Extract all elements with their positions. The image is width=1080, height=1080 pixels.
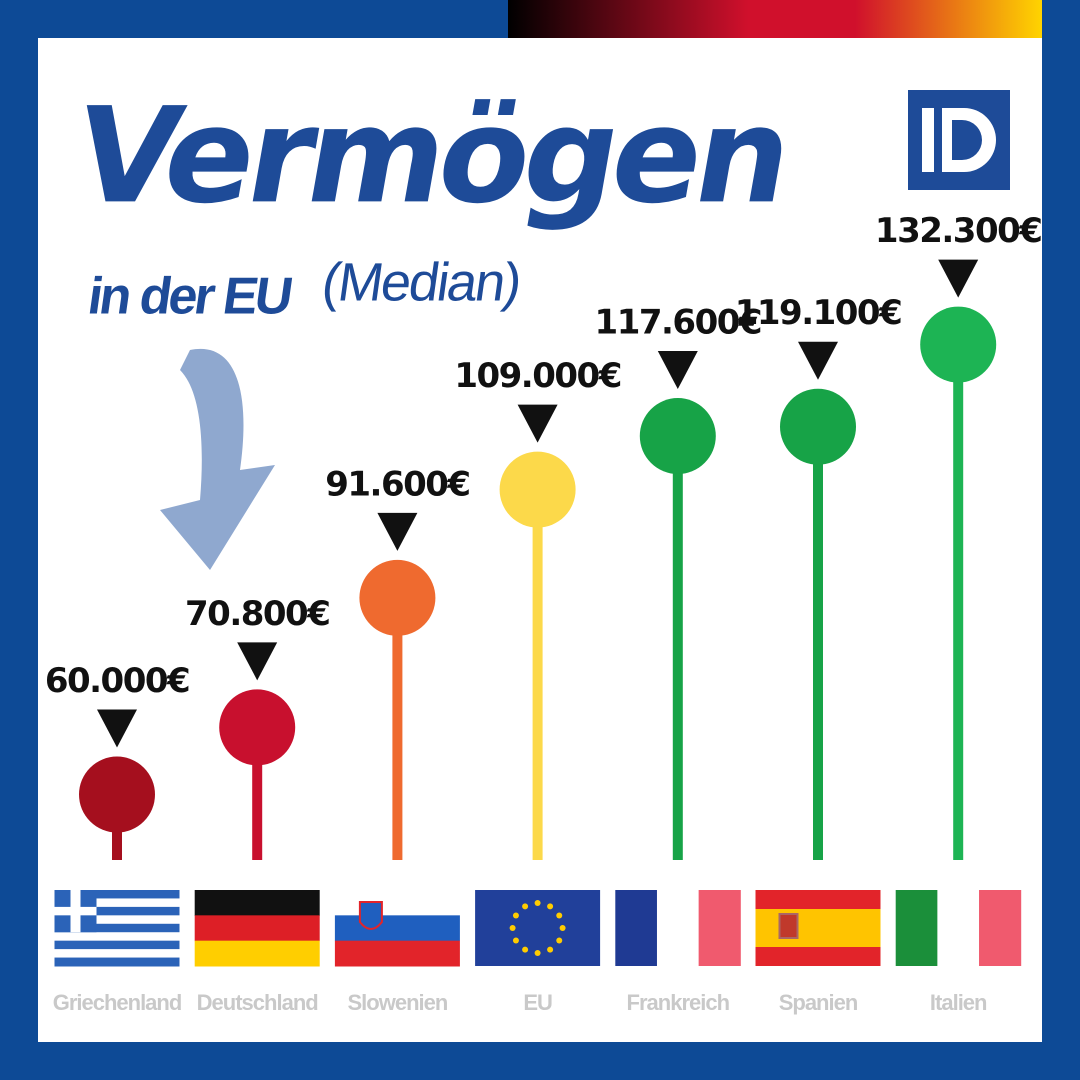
flag-stripe	[334, 890, 460, 916]
stem	[252, 727, 263, 860]
flag-star	[547, 946, 554, 953]
pointer	[237, 642, 278, 681]
chart-title: Vermögen	[64, 80, 799, 233]
value-label: 70.800€	[185, 594, 329, 634]
flag	[334, 890, 460, 967]
lollipop-head	[79, 756, 155, 833]
flag-stripe	[54, 890, 180, 899]
flag-cross	[70, 890, 81, 933]
flag-bar	[508, 0, 1042, 38]
flag	[615, 890, 741, 966]
flag-star	[534, 900, 541, 906]
flag-emblem	[778, 913, 799, 939]
flag	[895, 890, 1022, 966]
flag-stripe	[54, 932, 180, 942]
lollipop-head	[359, 559, 436, 636]
flag-stripe	[615, 890, 658, 966]
lollipop-head	[920, 306, 997, 383]
flag-stripe	[54, 949, 180, 959]
stem	[953, 344, 964, 860]
flag-star	[512, 937, 519, 944]
stem	[813, 426, 823, 860]
annotation: (Median)	[318, 252, 523, 312]
flag-stripe	[755, 909, 881, 947]
lollipop-head	[780, 388, 856, 465]
flag-star	[559, 925, 566, 931]
flag-stripe	[937, 890, 980, 966]
flag-stripe	[194, 915, 320, 942]
title-group: Vermögen	[64, 80, 799, 233]
lollipop-head	[219, 689, 296, 766]
flag-stripe	[698, 890, 741, 966]
subtitle: in der EU	[84, 268, 294, 326]
flag-star	[556, 912, 563, 919]
x-tick-label: Spanien	[779, 990, 858, 1015]
arrow	[160, 348, 275, 570]
flag	[194, 890, 320, 967]
flag-stripe	[54, 957, 180, 967]
flag	[475, 890, 601, 966]
pointer	[377, 512, 418, 551]
lollipop-head	[639, 398, 716, 475]
x-tick-label: Slowenien	[348, 990, 448, 1015]
value-label: 60.000€	[45, 661, 189, 701]
value-label: 109.000€	[454, 356, 621, 396]
flag-stripe	[54, 940, 180, 950]
flag	[54, 890, 180, 967]
pointer	[657, 351, 698, 390]
flag-stripe	[54, 915, 180, 925]
subtitle-group: in der EU (Median)	[84, 252, 523, 325]
flag-stripe	[54, 923, 180, 933]
value-label: 119.100€	[735, 293, 902, 333]
x-tick-label: Deutschland	[197, 990, 318, 1015]
pointer	[938, 259, 979, 298]
lollipop-head	[499, 451, 576, 528]
flag-stripe	[194, 890, 320, 916]
flag-stripe	[54, 898, 180, 908]
flag-stripe	[54, 906, 180, 916]
flag-star	[509, 925, 516, 931]
flag-stripe	[656, 890, 700, 966]
flag-stripe	[979, 890, 1022, 966]
x-tick-label: EU	[523, 990, 552, 1015]
flag-star	[556, 937, 563, 944]
flag-star	[522, 903, 529, 910]
flag-emblem	[358, 901, 383, 930]
flag-stripe	[194, 940, 320, 967]
flag	[755, 890, 881, 966]
x-tick-label: Griechenland	[53, 990, 182, 1015]
flag-stripe	[334, 940, 460, 967]
pointer	[517, 404, 558, 443]
flag-star	[512, 912, 519, 919]
stem	[672, 436, 683, 860]
x-tick-label: Frankreich	[627, 990, 730, 1015]
value-label: 117.600€	[595, 303, 762, 343]
value-label: 132.300€	[875, 211, 1042, 251]
flag-star	[547, 903, 554, 910]
x-tick-label: Italien	[930, 990, 987, 1015]
pointer	[798, 341, 838, 380]
logo	[908, 90, 1010, 190]
value-label: 91.600€	[325, 464, 469, 504]
flag-stripe	[334, 915, 460, 942]
flag-star	[534, 950, 541, 956]
flag-star	[522, 946, 529, 953]
stem	[532, 489, 543, 860]
pointer	[97, 709, 137, 748]
stem	[392, 597, 403, 860]
flag-stripe	[895, 890, 938, 966]
